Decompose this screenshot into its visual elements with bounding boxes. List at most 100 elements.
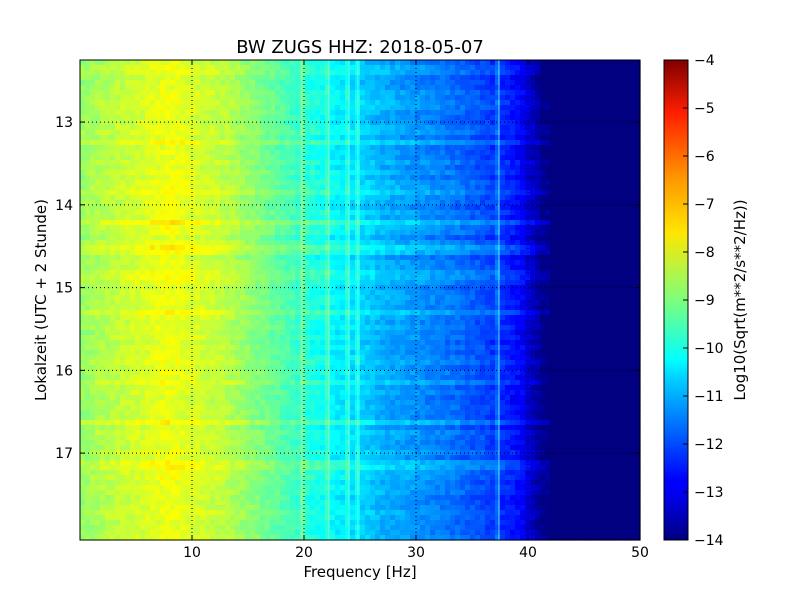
heatmap-cell (530, 90, 536, 96)
heatmap-cell (545, 130, 551, 136)
heatmap-cell (455, 265, 461, 271)
heatmap-cell (135, 250, 141, 256)
heatmap-cell (380, 225, 386, 231)
heatmap-cell (545, 260, 551, 266)
heatmap-cell (160, 270, 166, 276)
heatmap-cell (180, 225, 186, 231)
heatmap-cell (570, 225, 576, 231)
heatmap-cell (255, 60, 261, 66)
heatmap-cell (635, 255, 641, 261)
heatmap-cell (570, 70, 576, 76)
heatmap-cell (425, 110, 431, 116)
heatmap-cell (530, 235, 536, 241)
heatmap-cell (95, 70, 101, 76)
heatmap-cell (395, 180, 401, 186)
heatmap-cell (125, 205, 131, 211)
heatmap-cell (520, 185, 526, 191)
heatmap-cell (260, 175, 266, 181)
heatmap-cell (565, 175, 571, 181)
heatmap-cell (145, 195, 151, 201)
heatmap-cell (260, 60, 266, 66)
heatmap-cell (460, 245, 466, 251)
heatmap-cell (275, 185, 281, 191)
heatmap-cell (540, 80, 546, 86)
heatmap-cell (250, 105, 256, 111)
heatmap-cell (635, 195, 641, 201)
heatmap-cell (440, 65, 446, 71)
heatmap-cell (175, 140, 181, 146)
heatmap-cell (390, 130, 396, 136)
heatmap-cell (125, 165, 131, 171)
heatmap-cell (115, 255, 121, 261)
heatmap-cell (515, 170, 521, 176)
heatmap-cell (440, 110, 446, 116)
heatmap-cell (370, 80, 376, 86)
heatmap-cell (440, 275, 446, 281)
heatmap-cell (540, 70, 546, 76)
heatmap-cell (185, 265, 191, 271)
heatmap-cell (130, 175, 136, 181)
heatmap-cell (175, 95, 181, 101)
heatmap-cell (110, 180, 116, 186)
heatmap-cell (275, 250, 281, 256)
heatmap-cell (535, 80, 541, 86)
heatmap-cell (100, 175, 106, 181)
heatmap-cell (170, 75, 176, 81)
heatmap-cell (135, 195, 141, 201)
heatmap-cell (170, 175, 176, 181)
heatmap-cell (150, 245, 156, 251)
heatmap-cell (615, 195, 621, 201)
heatmap-cell (535, 200, 541, 206)
heatmap-cell (325, 95, 331, 101)
heatmap-cell (415, 140, 421, 146)
heatmap-cell (145, 215, 151, 221)
heatmap-cell (505, 120, 511, 126)
heatmap-cell (520, 220, 526, 226)
heatmap-cell (180, 100, 186, 106)
heatmap-cell (280, 70, 286, 76)
heatmap-cell (565, 90, 571, 96)
heatmap-cell (145, 160, 151, 166)
heatmap-cell (515, 225, 521, 231)
heatmap-cell (225, 175, 231, 181)
heatmap-cell (140, 95, 146, 101)
heatmap-cell (135, 105, 141, 111)
heatmap-cell (345, 250, 351, 256)
heatmap-cell (485, 205, 491, 211)
heatmap-cell (580, 110, 586, 116)
heatmap-cell (115, 115, 121, 121)
heatmap-cell (175, 235, 181, 241)
heatmap-cell (110, 245, 116, 251)
heatmap-cell (290, 180, 296, 186)
heatmap-cell (400, 235, 406, 241)
heatmap-cell (185, 70, 191, 76)
heatmap-cell (630, 170, 636, 176)
heatmap-cell (310, 155, 316, 161)
heatmap-cell (235, 155, 241, 161)
heatmap-cell (315, 165, 321, 171)
heatmap-cell (145, 170, 151, 176)
heatmap-cell (145, 70, 151, 76)
heatmap-cell (445, 260, 451, 266)
heatmap-cell (325, 270, 331, 276)
heatmap-cell (225, 255, 231, 261)
heatmap-cell (615, 130, 621, 136)
heatmap-cell (480, 90, 486, 96)
heatmap-cell (555, 260, 561, 266)
heatmap-cell (625, 140, 631, 146)
heatmap-cell (590, 180, 596, 186)
heatmap-cell (410, 120, 416, 126)
heatmap-cell (575, 75, 581, 81)
heatmap-cell (240, 245, 246, 251)
heatmap-cell (330, 65, 336, 71)
heatmap-cell (475, 115, 481, 121)
heatmap-cell (560, 85, 566, 91)
heatmap-cell (600, 150, 606, 156)
heatmap-cell (370, 90, 376, 96)
heatmap-cell (365, 120, 371, 126)
heatmap-cell (300, 60, 306, 66)
heatmap-cell (270, 125, 276, 131)
heatmap-cell (410, 100, 416, 106)
heatmap-cell (285, 120, 291, 126)
heatmap-cell (625, 255, 631, 261)
